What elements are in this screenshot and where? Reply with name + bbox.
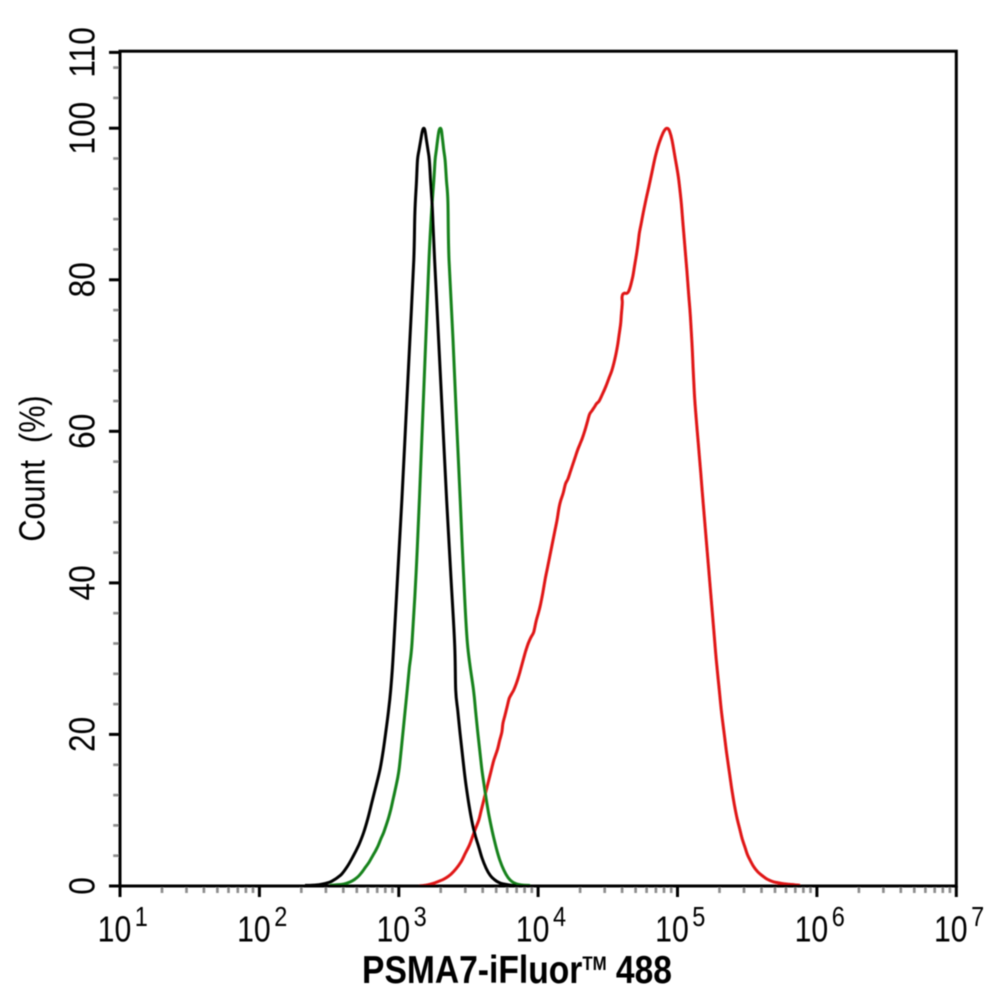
svg-text:10: 10 [516,910,550,950]
svg-text:7: 7 [971,902,984,932]
svg-text:Count (%): Count (%) [13,395,53,541]
svg-text:1: 1 [135,902,148,932]
svg-text:10: 10 [98,910,132,950]
svg-text:10: 10 [237,910,271,950]
svg-text:60: 60 [62,414,102,449]
svg-text:40: 40 [62,565,102,600]
svg-text:80: 80 [62,262,102,297]
svg-text:110: 110 [62,27,102,77]
svg-text:10: 10 [934,910,968,950]
svg-text:10: 10 [795,910,829,950]
svg-text:0: 0 [62,877,102,895]
svg-text:6: 6 [832,902,845,932]
svg-text:3: 3 [414,902,427,932]
svg-text:20: 20 [62,717,102,752]
svg-text:PSMA7-iFluorTM 488: PSMA7-iFluorTM 488 [362,947,672,991]
svg-text:2: 2 [274,902,287,932]
svg-text:10: 10 [655,910,689,950]
svg-text:10: 10 [376,910,410,950]
svg-text:100: 100 [62,102,102,155]
svg-text:4: 4 [553,902,566,932]
svg-text:5: 5 [692,902,705,932]
